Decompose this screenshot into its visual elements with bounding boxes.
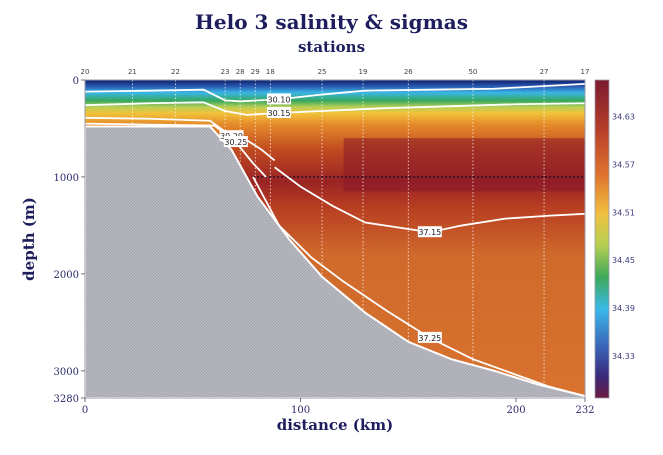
station-label: 50	[468, 68, 477, 76]
chart-subtitle: stations	[297, 38, 366, 56]
y-axis-label: depth (m)	[20, 197, 38, 281]
isopycnal-label-text: 30.10	[268, 95, 291, 104]
isopycnal-label-text: 37.15	[418, 228, 441, 237]
isopycnal-line	[252, 176, 585, 397]
x-axis-label: distance (km)	[277, 416, 394, 434]
isopycnal-label: 30.10	[266, 93, 291, 105]
y-tick-label: 2000	[54, 270, 79, 281]
x-tick-label: 0	[82, 405, 88, 416]
x-tick-label: 100	[291, 405, 310, 416]
isopycnal-label-box	[266, 106, 291, 118]
colorbar-tick-label: 34.63	[612, 113, 635, 122]
station-label: 17	[581, 68, 590, 76]
colorbar	[594, 79, 610, 399]
station-label: 21	[128, 68, 137, 76]
colorbar-tick-label: 34.51	[612, 208, 635, 217]
station-label: 19	[359, 68, 368, 76]
x-axis-ticks: 0 100 200 232	[82, 398, 595, 416]
isopycnal-label-text: 37.25	[418, 334, 441, 343]
y-tick-label: 1000	[54, 173, 79, 184]
colorbar-tick-label: 34.45	[612, 256, 635, 265]
station-label: 20	[81, 68, 90, 76]
isopycnal-label-box	[219, 130, 244, 142]
salinity-max-core	[343, 138, 585, 192]
y-tick-label: 3280	[54, 394, 79, 405]
colorbar-tick-label: 34.39	[612, 304, 635, 313]
x-tick-label: 200	[506, 405, 525, 416]
y-tick-label: 3000	[54, 367, 79, 378]
isopycnal-label-box	[223, 136, 248, 148]
isopycnal-label: 30.25	[223, 136, 248, 148]
station-label: 23	[221, 68, 230, 76]
station-label: 18	[266, 68, 275, 76]
isopycnal-label-box	[417, 331, 442, 343]
isopycnal-label-text: 30.15	[268, 109, 291, 118]
colorbar-ticks: 34.63 34.57 34.51 34.45 34.39 34.33	[612, 113, 635, 361]
station-label: 28	[236, 68, 245, 76]
isopycnal-label: 37.15	[417, 226, 442, 238]
isopycnal-label-box	[266, 93, 291, 105]
y-tick-label: 0	[73, 76, 79, 87]
station-label: 22	[171, 68, 180, 76]
station-label: 29	[251, 68, 260, 76]
station-label: 25	[318, 68, 327, 76]
y-axis-ticks: 0 1000 2000 3000 3280	[54, 76, 85, 405]
station-label: 26	[404, 68, 413, 76]
station-labels: 20 21 22 23 28 29 18 25 19 26 50 27 17	[81, 68, 590, 76]
chart-title: Helo 3 salinity & sigmas	[194, 10, 469, 34]
isopycnal-label: 37.25	[417, 331, 442, 343]
isopycnal-label: 30.15	[266, 106, 291, 118]
x-tick-label: 232	[575, 405, 594, 416]
colorbar-tick-label: 34.57	[612, 160, 635, 169]
isopycnal-label-box	[417, 226, 442, 238]
plot-frame	[84, 79, 586, 399]
station-label: 27	[540, 68, 549, 76]
isopycnal-label-text: 30.25	[224, 138, 247, 147]
isopycnal-line	[274, 166, 585, 234]
colorbar-tick-label: 34.33	[612, 352, 635, 361]
